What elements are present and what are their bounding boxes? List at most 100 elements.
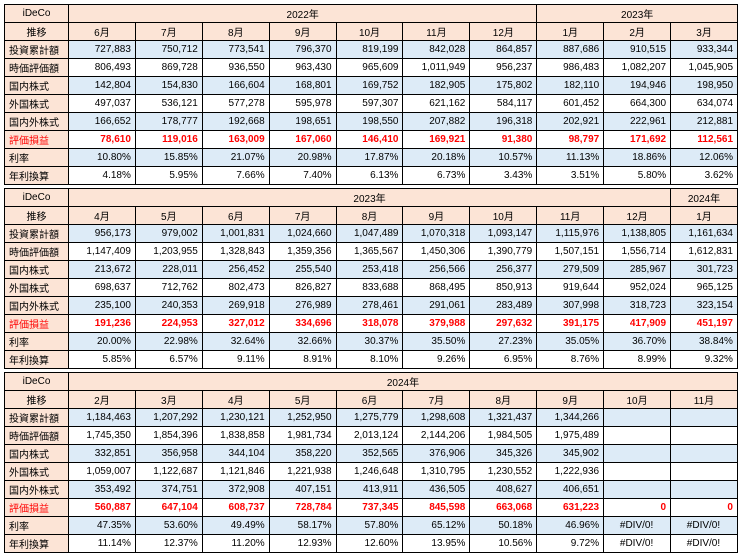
cell-value: 20.00% bbox=[69, 333, 136, 351]
cell-value: 1,161,634 bbox=[671, 225, 738, 243]
table-row: 評価損益560,887647,104608,737728,784737,3458… bbox=[5, 499, 738, 517]
cell-value: 417,909 bbox=[604, 315, 671, 333]
cell-value: 15.85% bbox=[135, 149, 202, 167]
cell-value: 1,981,734 bbox=[269, 427, 336, 445]
cell-value: 10.57% bbox=[470, 149, 537, 167]
cell-value: 1,298,608 bbox=[403, 409, 470, 427]
year-header: 2022年 bbox=[69, 5, 537, 23]
cell-value: 979,002 bbox=[135, 225, 202, 243]
table-row: 国内外株式166,652178,777192,668198,651198,550… bbox=[5, 113, 738, 131]
month-header: 4月 bbox=[69, 207, 136, 225]
ideco-block-0: iDeCo2022年2023年推移6月7月8月9月10月11月12月1月2月3月… bbox=[4, 4, 738, 185]
cell-value: 1,047,489 bbox=[336, 225, 403, 243]
corner-title: iDeCo bbox=[5, 373, 69, 391]
cell-value: 1,344,266 bbox=[537, 409, 604, 427]
cell-value: 353,492 bbox=[69, 481, 136, 499]
cell-value: 21.07% bbox=[202, 149, 269, 167]
row-label: 年利換算 bbox=[5, 167, 69, 185]
month-header: 8月 bbox=[336, 207, 403, 225]
cell-value: 356,958 bbox=[135, 445, 202, 463]
cell-value: 198,950 bbox=[671, 77, 738, 95]
cell-value: 2,013,124 bbox=[336, 427, 403, 445]
cell-value: 8.91% bbox=[269, 351, 336, 369]
cell-value: 182,110 bbox=[537, 77, 604, 95]
cell-value: 269,918 bbox=[202, 297, 269, 315]
table-row: 年利換算11.14%12.37%11.20%12.93%12.60%13.95%… bbox=[5, 535, 738, 553]
cell-value: 47.35% bbox=[69, 517, 136, 535]
cell-value: 833,688 bbox=[336, 279, 403, 297]
cell-value: 11.14% bbox=[69, 535, 136, 553]
table-row: 評価損益191,236224,953327,012334,696318,0783… bbox=[5, 315, 738, 333]
cell-value: 178,777 bbox=[135, 113, 202, 131]
table-row: 国内外株式353,492374,751372,908407,151413,911… bbox=[5, 481, 738, 499]
cell-value bbox=[604, 409, 671, 427]
month-header: 2月 bbox=[604, 23, 671, 41]
cell-value: 352,565 bbox=[336, 445, 403, 463]
cell-value: 887,686 bbox=[537, 41, 604, 59]
cell-value: 1,838,858 bbox=[202, 427, 269, 445]
month-header: 7月 bbox=[403, 391, 470, 409]
cell-value: 1,328,843 bbox=[202, 243, 269, 261]
cell-value: 1,984,505 bbox=[470, 427, 537, 445]
cell-value: 608,737 bbox=[202, 499, 269, 517]
cell-value: 9.72% bbox=[537, 535, 604, 553]
cell-value: 601,452 bbox=[537, 95, 604, 113]
cell-value: 379,988 bbox=[403, 315, 470, 333]
cell-value: 163,009 bbox=[202, 131, 269, 149]
row-label: 投資累計額 bbox=[5, 409, 69, 427]
cell-value: 1,121,846 bbox=[202, 463, 269, 481]
cell-value: 374,751 bbox=[135, 481, 202, 499]
cell-value: 2,144,206 bbox=[403, 427, 470, 445]
cell-value: 868,495 bbox=[403, 279, 470, 297]
cell-value: 850,913 bbox=[470, 279, 537, 297]
cell-value: 5.80% bbox=[604, 167, 671, 185]
cell-value: 224,953 bbox=[135, 315, 202, 333]
cell-value: 8.10% bbox=[336, 351, 403, 369]
table-row: 投資累計額1,184,4631,207,2921,230,1211,252,95… bbox=[5, 409, 738, 427]
cell-value: 18.86% bbox=[604, 149, 671, 167]
cell-value: 6.13% bbox=[336, 167, 403, 185]
cell-value: 194,946 bbox=[604, 77, 671, 95]
cell-value bbox=[604, 427, 671, 445]
table-row: 利率10.80%15.85%21.07%20.98%17.87%20.18%10… bbox=[5, 149, 738, 167]
month-header: 11月 bbox=[537, 207, 604, 225]
cell-value: 727,883 bbox=[69, 41, 136, 59]
cell-value: 1,184,463 bbox=[69, 409, 136, 427]
cell-value: 712,762 bbox=[135, 279, 202, 297]
cell-value: 728,784 bbox=[269, 499, 336, 517]
row-label: 年利換算 bbox=[5, 535, 69, 553]
cell-value: 36.70% bbox=[604, 333, 671, 351]
cell-value: #DIV/0! bbox=[604, 535, 671, 553]
cell-value: 3.51% bbox=[537, 167, 604, 185]
cell-value: 12.60% bbox=[336, 535, 403, 553]
table-row: 年利換算5.85%6.57%9.11%8.91%8.10%9.26%6.95%8… bbox=[5, 351, 738, 369]
year-header: 2023年 bbox=[69, 189, 671, 207]
cell-value: 12.06% bbox=[671, 149, 738, 167]
corner-title: iDeCo bbox=[5, 189, 69, 207]
cell-value: 933,344 bbox=[671, 41, 738, 59]
month-header: 9月 bbox=[537, 391, 604, 409]
month-header: 6月 bbox=[69, 23, 136, 41]
cell-value: 919,644 bbox=[537, 279, 604, 297]
cell-value: 1,070,318 bbox=[403, 225, 470, 243]
cell-value: 7.40% bbox=[269, 167, 336, 185]
row-label: 利率 bbox=[5, 149, 69, 167]
cell-value: 1,246,648 bbox=[336, 463, 403, 481]
month-header: 10月 bbox=[470, 207, 537, 225]
cell-value: 952,024 bbox=[604, 279, 671, 297]
month-header: 3月 bbox=[135, 391, 202, 409]
cell-value: 406,651 bbox=[537, 481, 604, 499]
cell-value: 5.85% bbox=[69, 351, 136, 369]
cell-value: 0 bbox=[671, 499, 738, 517]
cell-value: 285,967 bbox=[604, 261, 671, 279]
cell-value: 10.56% bbox=[470, 535, 537, 553]
cell-value: 577,278 bbox=[202, 95, 269, 113]
cell-value: 1,001,831 bbox=[202, 225, 269, 243]
month-header: 7月 bbox=[135, 23, 202, 41]
cell-value: 845,598 bbox=[403, 499, 470, 517]
cell-value: 1,230,121 bbox=[202, 409, 269, 427]
table-row: 国内株式142,804154,830166,604168,801169,7521… bbox=[5, 77, 738, 95]
row-label: 時価評価額 bbox=[5, 427, 69, 445]
cell-value: 91,380 bbox=[470, 131, 537, 149]
cell-value: 1,045,905 bbox=[671, 59, 738, 77]
